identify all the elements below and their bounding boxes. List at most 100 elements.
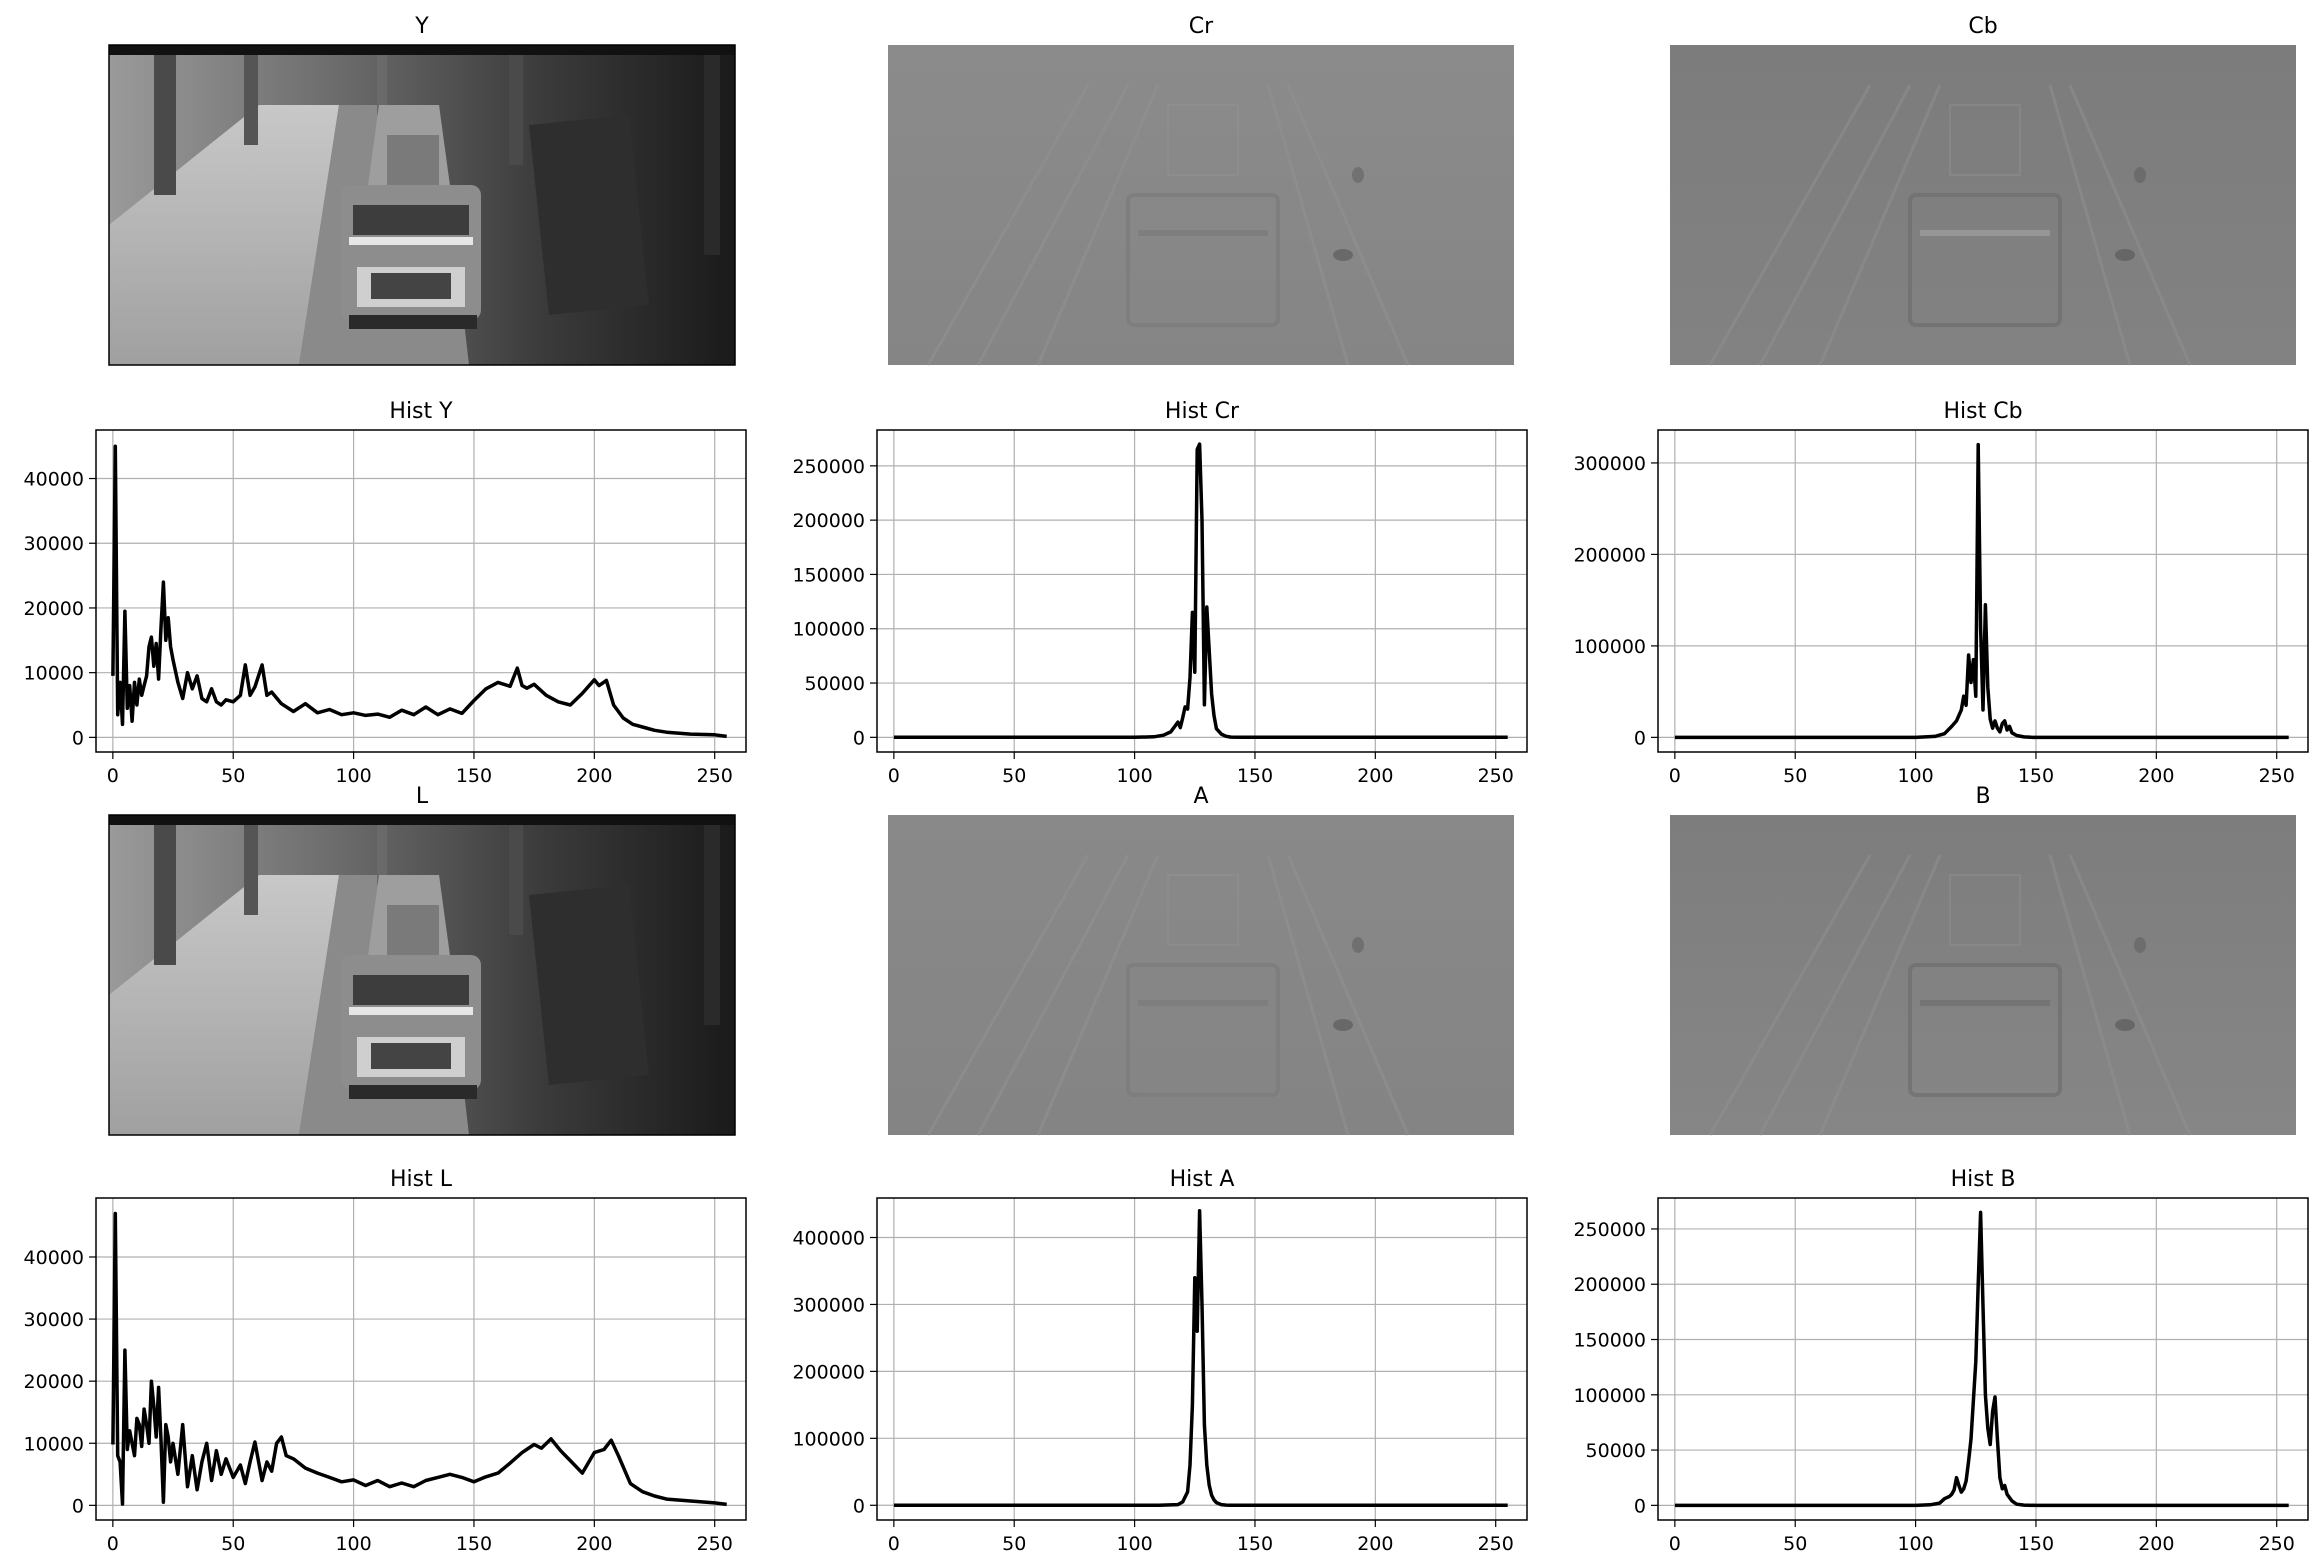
x-tick-label: 200 [2138, 765, 2174, 787]
chart-hist-cr: Hist Cr 0 50 100 150 200 250 0 50000 100000 150000… [792, 399, 1528, 787]
histogram-line [111, 444, 727, 739]
y-tick-label: 200000 [1573, 544, 1646, 566]
chart-title: Hist Cb [1943, 399, 2022, 424]
chart-hist-cb: Hist Cb 0 50 100 150 200 250 0 100000 200000 30000… [1573, 399, 2309, 787]
x-tick-label: 50 [221, 765, 245, 787]
x-tick-label: 0 [888, 1533, 900, 1555]
x-tick-label: 150 [2018, 1533, 2054, 1555]
x-tick-label: 50 [221, 1533, 245, 1555]
y-tick-label: 0 [853, 1495, 865, 1517]
y-tick-label: 30000 [24, 1309, 84, 1331]
grayscale-photo [108, 814, 736, 1136]
chart-hist-b: Hist B 0 50 100 150 200 250 0 50000 100000 150000 2… [1573, 1167, 2309, 1555]
x-tick-label: 150 [2018, 765, 2054, 787]
x-tick-label: 50 [1783, 765, 1807, 787]
x-tick-label: 250 [1478, 1533, 1514, 1555]
image-panel-title: Y [414, 14, 429, 39]
image-panel-cb: Cb [1670, 14, 2296, 366]
image-panel-title: B [1975, 784, 1990, 809]
plot-frame [1657, 1197, 2309, 1521]
image-panel-title: Cb [1968, 14, 1997, 39]
plot-frame [1657, 429, 2309, 753]
x-tick-label: 200 [1357, 1533, 1393, 1555]
y-tick-label: 10000 [24, 663, 84, 685]
image-panel-title: L [416, 784, 429, 809]
x-tick-label: 250 [2259, 765, 2295, 787]
x-tick-label: 0 [107, 1533, 119, 1555]
x-tick-label: 100 [1116, 765, 1152, 787]
histogram-line [893, 442, 1508, 740]
y-tick-label: 200000 [1573, 1274, 1646, 1296]
x-tick-label: 250 [697, 1533, 733, 1555]
y-tick-label: 250000 [1573, 1219, 1646, 1241]
x-tick-label: 50 [1783, 1533, 1807, 1555]
x-tick-label: 150 [1237, 1533, 1273, 1555]
x-tick-label: 0 [1669, 1533, 1681, 1555]
chart-hist-l: Hist L 0 50 100 150 200 250 0 10000 20000 30000 400… [24, 1167, 747, 1555]
y-tick-label: 200000 [792, 1361, 865, 1383]
y-tick-label: 0 [853, 727, 865, 749]
y-tick-label: 100000 [1573, 636, 1646, 658]
x-tick-label: 250 [697, 765, 733, 787]
chroma-image [888, 45, 1514, 366]
y-tick-label: 30000 [24, 533, 84, 555]
histogram-line [893, 1208, 1508, 1508]
image-panel-title: A [1193, 784, 1208, 809]
y-tick-label: 300000 [1573, 453, 1646, 475]
chart-hist-y: Hist Y 0 50 100 150 200 250 0 10000 20000 30000 400… [24, 399, 747, 787]
histogram-line [1674, 442, 2289, 740]
image-panel-a: A [888, 784, 1514, 1136]
x-tick-label: 100 [335, 1533, 371, 1555]
x-tick-label: 0 [107, 765, 119, 787]
x-tick-label: 0 [888, 765, 900, 787]
y-tick-label: 100000 [792, 619, 865, 641]
x-tick-label: 150 [456, 1533, 492, 1555]
chroma-image [888, 815, 1514, 1136]
x-tick-label: 100 [1897, 1533, 1933, 1555]
y-tick-label: 40000 [24, 469, 84, 491]
y-tick-label: 0 [1634, 1495, 1646, 1517]
x-tick-label: 200 [2138, 1533, 2174, 1555]
chart-title: Hist Cr [1165, 399, 1240, 424]
y-tick-label: 0 [72, 727, 84, 749]
y-tick-label: 20000 [24, 598, 84, 620]
y-tick-label: 50000 [805, 673, 865, 695]
x-tick-label: 150 [1237, 765, 1273, 787]
y-tick-label: 0 [72, 1495, 84, 1517]
y-tick-label: 400000 [792, 1227, 865, 1249]
y-tick-label: 50000 [1586, 1440, 1646, 1462]
plot-frame [876, 429, 1528, 753]
image-panel-l: L [108, 784, 736, 1136]
x-tick-label: 50 [1002, 765, 1026, 787]
chart-hist-a: Hist A 0 50 100 150 200 250 0 100000 200000 300000… [792, 1167, 1528, 1555]
x-tick-label: 100 [335, 765, 371, 787]
chroma-image [1670, 45, 2296, 366]
y-tick-label: 200000 [792, 510, 865, 532]
chart-title: Hist L [390, 1167, 453, 1192]
chart-title: Hist A [1170, 1167, 1235, 1192]
plot-frame [95, 429, 747, 753]
histogram-line [111, 1211, 727, 1507]
image-panel-b: B [1670, 784, 2296, 1136]
y-tick-label: 20000 [24, 1371, 84, 1393]
image-panel-title: Cr [1189, 14, 1214, 39]
x-tick-label: 150 [456, 765, 492, 787]
x-tick-label: 200 [576, 765, 612, 787]
y-tick-label: 150000 [1573, 1330, 1646, 1352]
y-tick-label: 150000 [792, 564, 865, 586]
y-tick-label: 100000 [792, 1428, 865, 1450]
plot-frame [95, 1197, 747, 1521]
histogram-line [1674, 1210, 2289, 1508]
x-tick-label: 200 [1357, 765, 1393, 787]
chart-title: Hist B [1951, 1167, 2016, 1192]
y-tick-label: 40000 [24, 1247, 84, 1269]
x-tick-label: 0 [1669, 765, 1681, 787]
y-tick-label: 10000 [24, 1433, 84, 1455]
chroma-image [1670, 815, 2296, 1136]
y-tick-label: 100000 [1573, 1385, 1646, 1407]
grayscale-photo [108, 44, 736, 366]
x-tick-label: 50 [1002, 1533, 1026, 1555]
x-tick-label: 200 [576, 1533, 612, 1555]
image-panel-cr: Cr [888, 14, 1514, 366]
